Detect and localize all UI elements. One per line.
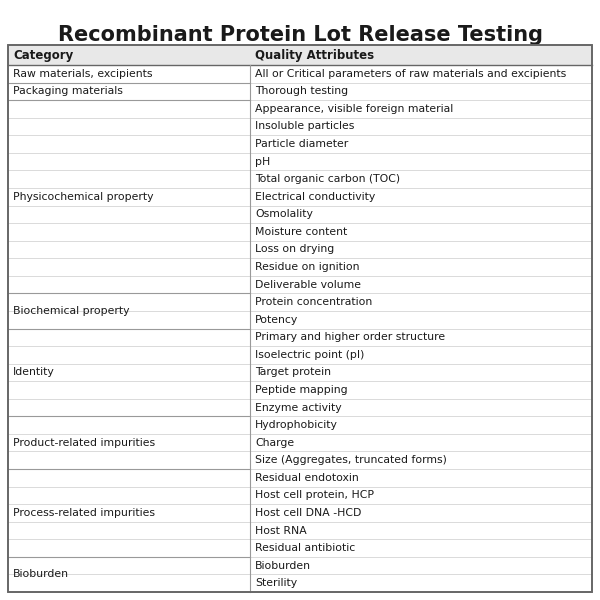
Text: Loss on drying: Loss on drying bbox=[256, 244, 335, 254]
Text: Product-related impurities: Product-related impurities bbox=[13, 437, 155, 448]
Text: Host cell protein, HCP: Host cell protein, HCP bbox=[256, 490, 374, 500]
Bar bbox=[8, 153, 592, 170]
Text: pH: pH bbox=[256, 157, 271, 167]
Bar bbox=[8, 399, 592, 416]
Bar bbox=[8, 83, 592, 100]
Text: Hydrophobicity: Hydrophobicity bbox=[256, 420, 338, 430]
Bar bbox=[8, 487, 592, 504]
Bar bbox=[8, 118, 592, 135]
Bar bbox=[8, 188, 592, 206]
Text: Bioburden: Bioburden bbox=[13, 569, 69, 580]
Bar bbox=[8, 364, 592, 381]
Bar bbox=[8, 539, 592, 557]
Text: Bioburden: Bioburden bbox=[256, 560, 311, 571]
Text: Moisture content: Moisture content bbox=[256, 227, 347, 237]
Text: Protein concentration: Protein concentration bbox=[256, 297, 373, 307]
Text: Potency: Potency bbox=[256, 315, 299, 325]
Bar bbox=[8, 170, 592, 188]
Text: Recombinant Protein Lot Release Testing: Recombinant Protein Lot Release Testing bbox=[58, 25, 542, 45]
Bar bbox=[8, 45, 592, 65]
Text: Host RNA: Host RNA bbox=[256, 526, 307, 536]
Bar bbox=[8, 223, 592, 241]
Text: Host cell DNA -HCD: Host cell DNA -HCD bbox=[256, 508, 362, 518]
Bar bbox=[8, 557, 592, 574]
Text: Residue on ignition: Residue on ignition bbox=[256, 262, 360, 272]
Text: Primary and higher order structure: Primary and higher order structure bbox=[256, 332, 445, 342]
Text: Appearance, visible foreign material: Appearance, visible foreign material bbox=[256, 104, 454, 114]
Bar bbox=[8, 346, 592, 364]
Bar bbox=[8, 206, 592, 223]
Text: Charge: Charge bbox=[256, 437, 295, 448]
Text: All or Critical parameters of raw materials and excipients: All or Critical parameters of raw materi… bbox=[256, 69, 566, 79]
Text: Target protein: Target protein bbox=[256, 367, 331, 377]
Text: Residual antibiotic: Residual antibiotic bbox=[256, 543, 356, 553]
Bar bbox=[8, 381, 592, 399]
Bar bbox=[8, 100, 592, 118]
Bar bbox=[8, 574, 592, 592]
Bar bbox=[8, 451, 592, 469]
Text: Identity: Identity bbox=[13, 367, 55, 377]
Text: Category: Category bbox=[13, 49, 73, 61]
Text: Enzyme activity: Enzyme activity bbox=[256, 403, 342, 413]
Text: Physicochemical property: Physicochemical property bbox=[13, 192, 154, 202]
Text: Particle diameter: Particle diameter bbox=[256, 139, 349, 149]
Text: Isoelectric point (pI): Isoelectric point (pI) bbox=[256, 350, 365, 360]
Bar bbox=[8, 329, 592, 346]
Text: Total organic carbon (TOC): Total organic carbon (TOC) bbox=[256, 174, 400, 184]
Text: Raw materials, excipients: Raw materials, excipients bbox=[13, 69, 152, 79]
Bar bbox=[8, 276, 592, 293]
Bar bbox=[8, 135, 592, 153]
Text: Peptide mapping: Peptide mapping bbox=[256, 385, 348, 395]
Text: Osmolality: Osmolality bbox=[256, 209, 313, 220]
Bar bbox=[8, 241, 592, 258]
Bar bbox=[8, 522, 592, 539]
Bar bbox=[8, 434, 592, 451]
Text: Insoluble particles: Insoluble particles bbox=[256, 121, 355, 131]
Text: Electrical conductivity: Electrical conductivity bbox=[256, 192, 376, 202]
Text: Thorough testing: Thorough testing bbox=[256, 86, 349, 97]
Text: Packaging materials: Packaging materials bbox=[13, 86, 123, 97]
Bar bbox=[8, 65, 592, 83]
Text: Quality Attributes: Quality Attributes bbox=[256, 49, 374, 61]
Bar bbox=[8, 469, 592, 487]
Text: Size (Aggregates, truncated forms): Size (Aggregates, truncated forms) bbox=[256, 455, 447, 465]
Text: Sterility: Sterility bbox=[256, 578, 298, 588]
Text: Deliverable volume: Deliverable volume bbox=[256, 280, 361, 290]
Bar bbox=[8, 293, 592, 311]
Text: Process-related impurities: Process-related impurities bbox=[13, 508, 155, 518]
Bar bbox=[8, 258, 592, 276]
Bar bbox=[8, 504, 592, 522]
Bar bbox=[8, 416, 592, 434]
Bar bbox=[8, 311, 592, 329]
Text: Biochemical property: Biochemical property bbox=[13, 306, 130, 316]
Text: Residual endotoxin: Residual endotoxin bbox=[256, 473, 359, 483]
